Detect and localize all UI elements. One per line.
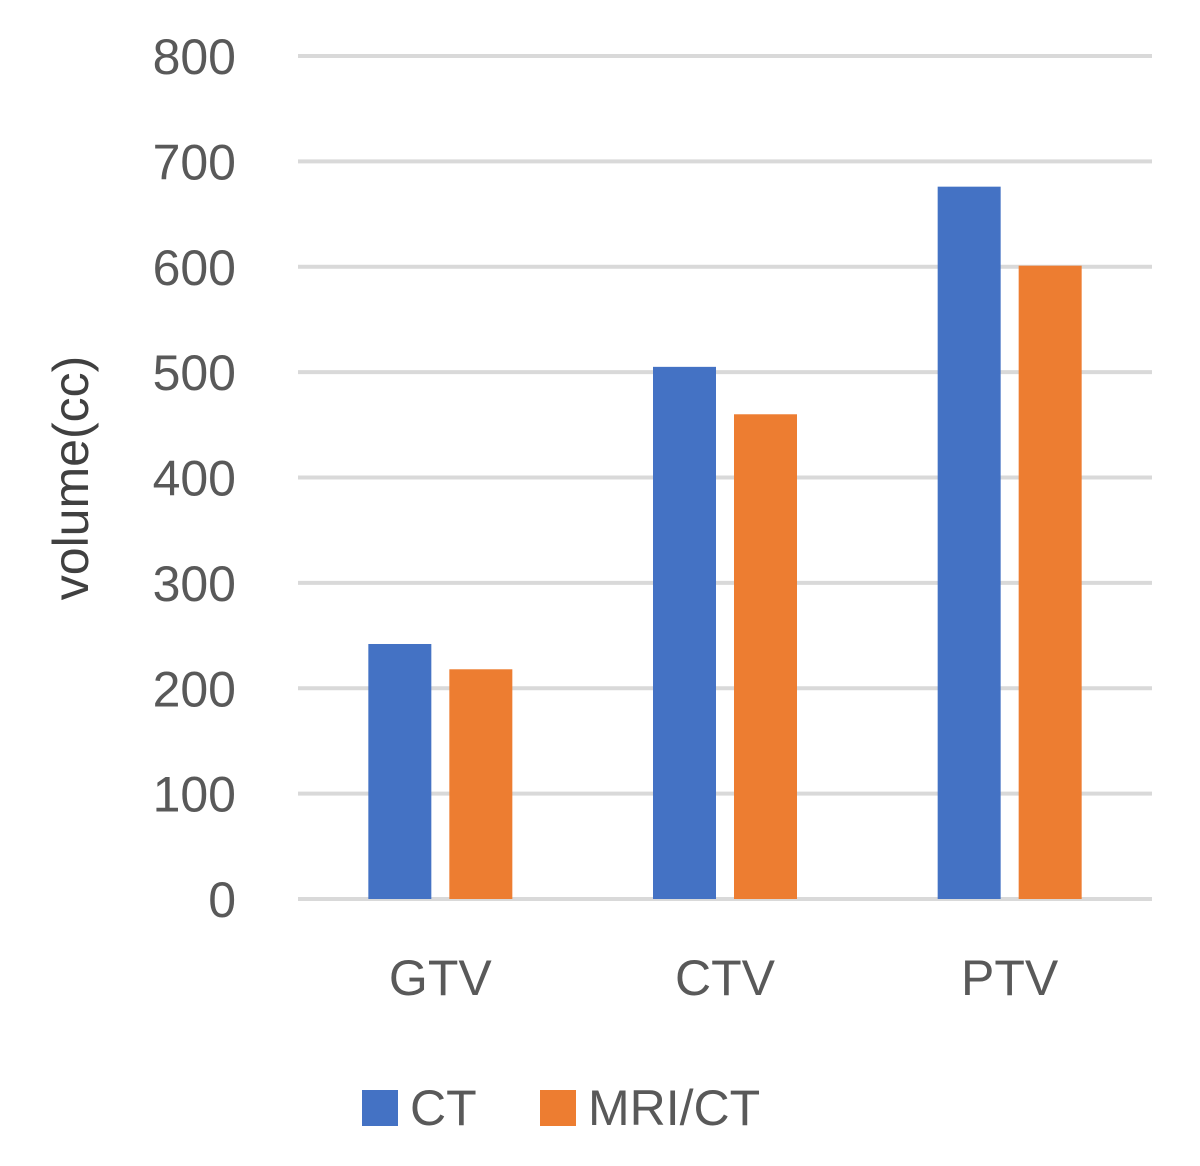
bar-gtv-ct (368, 643, 432, 899)
legend-swatch (362, 1090, 398, 1126)
y-tick-label: 0 (208, 872, 236, 928)
legend-swatch (540, 1090, 576, 1126)
x-axis-categories: GTV CTV PTV (389, 950, 1059, 1006)
y-axis-title: volume(cc) (43, 356, 99, 600)
bar-ctv-ct (653, 366, 716, 899)
y-axis-ticks: 0 100 200 300 400 500 600 700 800 (153, 29, 236, 928)
y-tick-label: 700 (153, 134, 236, 190)
x-category-label: PTV (961, 950, 1059, 1006)
x-category-label: GTV (389, 950, 492, 1006)
y-tick-label: 100 (153, 767, 236, 823)
legend-label: MRI/CT (588, 1080, 760, 1136)
bar-ptv-ct (937, 186, 1001, 900)
bar-gtv-mri-ct (449, 669, 513, 899)
bars (368, 186, 1082, 900)
y-tick-label: 600 (153, 240, 236, 296)
x-category-label: CTV (675, 950, 776, 1006)
legend-label: CT (410, 1080, 477, 1136)
y-tick-label: 300 (153, 556, 236, 612)
gridlines (298, 54, 1152, 901)
bar-ctv-mri-ct (734, 414, 797, 899)
y-tick-label: 800 (153, 29, 236, 85)
legend: CT MRI/CT (362, 1080, 760, 1136)
y-tick-label: 500 (153, 345, 236, 401)
bar-ptv-mri-ct (1018, 265, 1082, 899)
y-tick-label: 400 (153, 451, 236, 507)
y-tick-label: 200 (153, 661, 236, 717)
